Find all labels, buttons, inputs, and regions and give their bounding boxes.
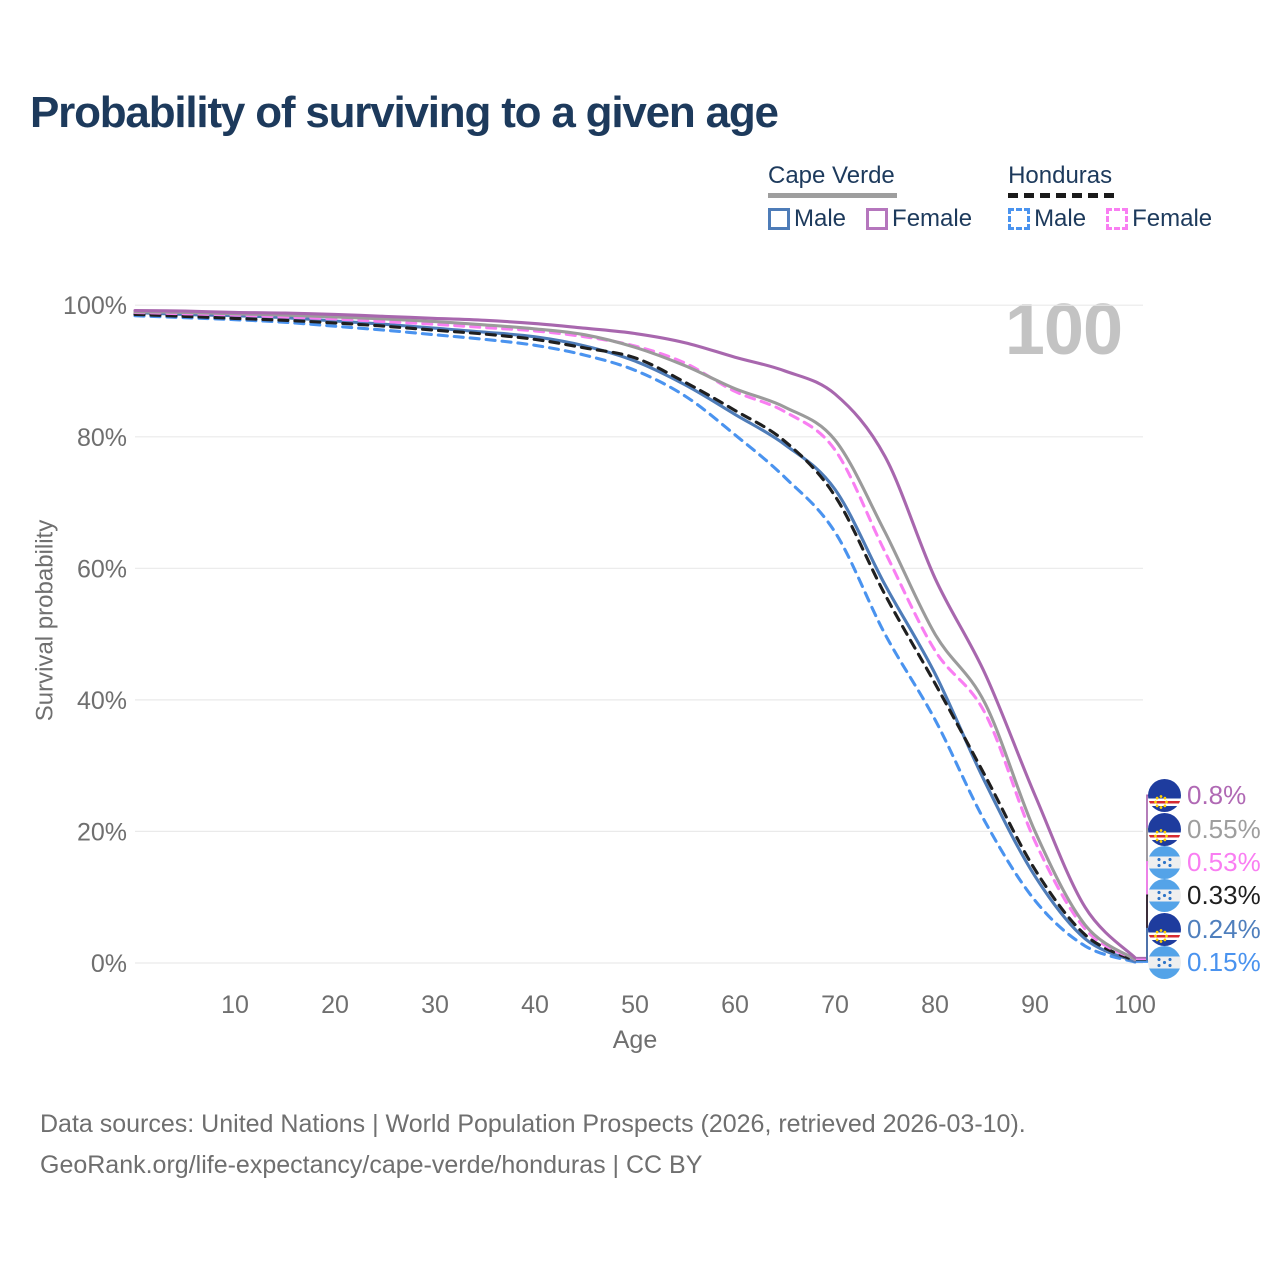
- end-label-value: 0.33%: [1187, 879, 1261, 910]
- x-axis-tick-labels: 10 20 30 40 50 60 70 80 90 100: [221, 991, 1156, 1019]
- gridlines: [135, 304, 1143, 964]
- legend: Cape Verde Male Female Honduras Male: [768, 162, 1212, 233]
- y-axis-title: Survival probability: [31, 519, 59, 722]
- line-cape-verde-female[interactable]: [133, 308, 1137, 960]
- y-tick-20%: 20%: [77, 818, 127, 846]
- legend-item-label: Female: [892, 205, 973, 232]
- y-tick-40%: 40%: [77, 687, 127, 715]
- x-tick-20: 20: [321, 991, 349, 1019]
- line-honduras[interactable]: [133, 312, 1137, 963]
- end-label-honduras-male: 0.15%: [1148, 945, 1261, 979]
- y-tick-100%: 100%: [63, 292, 127, 320]
- legend-item-label: Male: [1034, 205, 1087, 232]
- x-tick-70: 70: [821, 991, 849, 1019]
- legend-items-honduras: Male Female: [1008, 205, 1212, 233]
- survival-probability-chart[interactable]: 0% 20% 40% 60% 80% 100% 10 20 30 40 50 60 70 80 90 100: [0, 0, 1280, 1060]
- end-label-value: 0.55%: [1187, 813, 1261, 844]
- y-tick-60%: 60%: [77, 555, 127, 583]
- x-tick-10: 10: [221, 991, 249, 1019]
- legend-country-cape-verde: Cape Verde: [768, 162, 897, 198]
- line-honduras-male[interactable]: [133, 314, 1137, 964]
- x-tick-50: 50: [621, 991, 649, 1019]
- legend-item-cape-verde-female[interactable]: Female: [866, 205, 972, 233]
- legend-group-honduras: Honduras Male Female: [1008, 162, 1212, 233]
- legend-item-honduras-male[interactable]: Male: [1008, 205, 1086, 233]
- footer: Data sources: United Nations | World Pop…: [40, 1104, 1026, 1186]
- cape-verde-flag-icon: [1148, 812, 1181, 846]
- end-label-cape-verde-male: 0.24%: [1148, 912, 1261, 946]
- data-source-text: Data sources: United Nations | World Pop…: [40, 1110, 1026, 1138]
- end-label-cape-verde: 0.55%: [1148, 812, 1261, 846]
- legend-items-cape-verde: Male Female: [768, 205, 972, 233]
- legend-group-cape-verde: Cape Verde Male Female: [768, 162, 972, 233]
- cape-verde-flag-icon: [1148, 778, 1181, 812]
- honduras-flag-icon: [1148, 945, 1181, 979]
- age-counter-watermark: 100: [1004, 290, 1123, 370]
- legend-item-honduras-female[interactable]: Female: [1106, 205, 1212, 233]
- legend-item-label: Female: [1132, 205, 1213, 232]
- line-cape-verde-male[interactable]: [133, 310, 1137, 963]
- y-axis-tick-labels: 0% 20% 40% 60% 80% 100%: [63, 292, 127, 978]
- end-label-value: 0.53%: [1187, 846, 1261, 877]
- x-tick-40: 40: [521, 991, 549, 1019]
- y-tick-0%: 0%: [91, 950, 127, 978]
- line-cape-verde[interactable]: [133, 310, 1137, 961]
- x-tick-60: 60: [721, 991, 749, 1019]
- cape-verde-female-swatch-icon: [866, 208, 889, 230]
- end-label-value: 0.24%: [1187, 913, 1261, 944]
- legend-item-cape-verde-male[interactable]: Male: [768, 205, 846, 233]
- end-label-cape-verde-female: 0.8%: [1148, 778, 1246, 812]
- legend-country-honduras: Honduras: [1008, 162, 1115, 198]
- x-tick-80: 80: [921, 991, 949, 1019]
- honduras-female-swatch-icon: [1106, 208, 1129, 230]
- end-label-honduras-female: 0.53%: [1148, 845, 1261, 879]
- x-tick-90: 90: [1021, 991, 1049, 1019]
- honduras-flag-icon: [1148, 878, 1181, 912]
- cape-verde-flag-icon: [1148, 912, 1181, 946]
- legend-item-label: Male: [794, 205, 847, 232]
- line-honduras-female[interactable]: [133, 310, 1137, 962]
- x-tick-30: 30: [421, 991, 449, 1019]
- attribution-url-text: GeoRank.org/life-expectancy/cape-verde/h…: [40, 1151, 703, 1179]
- y-tick-80%: 80%: [77, 424, 127, 452]
- x-tick-100: 100: [1114, 991, 1156, 1019]
- end-label-value: 0.8%: [1187, 779, 1247, 810]
- honduras-male-swatch-icon: [1008, 208, 1031, 230]
- cape-verde-male-swatch-icon: [768, 208, 790, 230]
- x-axis-title: Age: [612, 1026, 658, 1054]
- end-label-honduras: 0.33%: [1148, 878, 1261, 912]
- page-title: Probability of surviving to a given age: [30, 88, 779, 137]
- honduras-flag-icon: [1148, 845, 1181, 879]
- end-label-value: 0.15%: [1187, 946, 1261, 977]
- series-lines: [133, 308, 1137, 964]
